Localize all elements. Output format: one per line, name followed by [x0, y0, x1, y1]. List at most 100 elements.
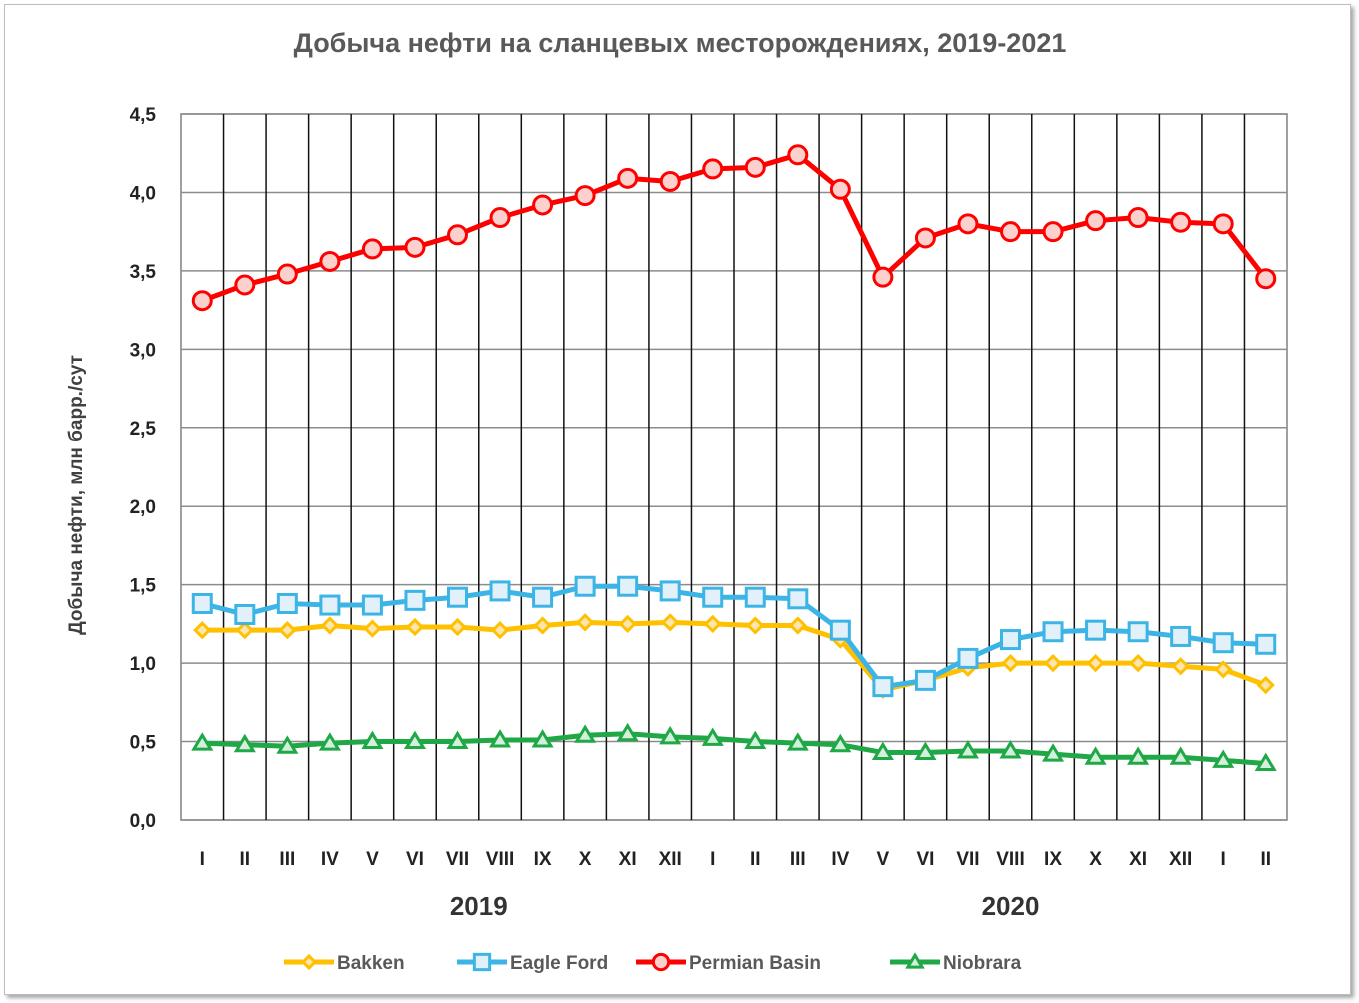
x-tick-label: VII [956, 849, 979, 870]
data-point-permian-basin [787, 144, 809, 166]
data-point-niobrara [1041, 743, 1065, 762]
data-point-permian-basin [957, 213, 979, 235]
data-point-permian-basin [1127, 207, 1149, 229]
data-point-bakken [1171, 657, 1190, 676]
data-point-permian-basin [1212, 213, 1234, 235]
data-point-permian-basin [404, 236, 426, 258]
data-point-bakken [235, 621, 254, 640]
data-point-eagle-ford [532, 586, 554, 608]
legend-item-permian-basin: Permian Basin [636, 952, 821, 974]
data-point-permian-basin [234, 274, 256, 296]
y-tick-label: 1,5 [130, 576, 157, 597]
data-point-bakken [278, 621, 297, 640]
x-tick-label: VIII [486, 849, 515, 870]
data-point-bakken [1256, 675, 1275, 695]
x-axis-ticks: I II III IV V VI VII VIII IX X XI XII I II III IV V VI VII… [200, 849, 1271, 870]
x-tick-label: VIII [996, 849, 1025, 870]
data-point-permian-basin [447, 224, 468, 246]
x-tick-label: XI [1129, 849, 1147, 870]
data-point-eagle-ford [361, 594, 383, 616]
data-point-eagle-ford [1042, 621, 1064, 643]
y-tick-label: 3,5 [130, 262, 157, 283]
data-point-niobrara [914, 741, 937, 761]
data-point-permian-basin [914, 227, 936, 249]
data-point-eagle-ford [1000, 629, 1021, 651]
data-point-eagle-ford [489, 580, 511, 602]
data-point-eagle-ford [1085, 619, 1107, 641]
legend-label: Bakken [337, 953, 405, 974]
data-point-niobrara [1212, 749, 1235, 768]
year-labels: 2019 2020 [450, 891, 1040, 921]
data-point-eagle-ford [702, 586, 724, 608]
data-point-eagle-ford [1127, 621, 1149, 643]
x-tick-label: II [750, 849, 761, 870]
data-point-bakken [533, 616, 552, 635]
year-label: 2019 [450, 891, 508, 921]
x-tick-label: XI [619, 849, 637, 870]
legend-label: Permian Basin [689, 953, 821, 974]
x-tick-label: V [366, 849, 379, 870]
data-point-permian-basin [489, 207, 511, 229]
data-point-eagle-ford [1255, 633, 1277, 655]
x-tick-label: XII [1169, 849, 1192, 870]
x-tick-label: I [1221, 849, 1226, 870]
y-axis-ticks: 0,0 0,5 1,0 1,5 2,0 2,5 3,0 3,5 4,0 4,5 [130, 105, 157, 832]
legend-item-niobrara: Niobrara [890, 952, 1022, 974]
x-tick-label: I [710, 849, 715, 870]
data-point-permian-basin [617, 167, 639, 189]
data-point-eagle-ford [276, 592, 298, 614]
y-tick-label: 2,0 [130, 497, 156, 518]
data-point-eagle-ford [319, 594, 341, 616]
data-point-niobrara [191, 732, 214, 751]
x-tick-label: V [877, 849, 890, 870]
data-point-niobrara [233, 733, 256, 753]
data-point-permian-basin [574, 185, 596, 207]
data-point-bakken [575, 613, 595, 632]
data-point-niobrara [956, 740, 980, 759]
chart-title: Добыча нефти на сланцевых месторождениях… [294, 28, 1067, 58]
data-point-niobrara [659, 725, 682, 745]
data-point-permian-basin [744, 156, 766, 178]
legend-swatch-marker [472, 952, 492, 972]
legend-label: Niobrara [943, 953, 1022, 974]
data-point-bakken [1001, 653, 1020, 673]
data-point-permian-basin [276, 263, 298, 285]
data-point-permian-basin [319, 250, 341, 272]
data-point-niobrara [1254, 752, 1277, 772]
legend: Bakken Eagle Ford Permian Basin Niobrara [284, 952, 1022, 974]
data-point-bakken [490, 621, 510, 640]
data-point-niobrara [318, 732, 341, 751]
data-point-niobrara [361, 730, 384, 750]
data-point-niobrara [446, 730, 469, 750]
data-point-bakken [1043, 653, 1063, 673]
x-tick-label: X [579, 849, 592, 870]
y-tick-label: 0,5 [130, 733, 157, 754]
x-tick-label: VII [446, 849, 469, 870]
data-point-eagle-ford [1212, 632, 1234, 654]
y-tick-label: 3,0 [130, 340, 156, 361]
legend-swatch-marker [905, 952, 925, 969]
y-tick-label: 0,0 [130, 811, 156, 832]
x-tick-label: VI [916, 849, 934, 870]
data-point-eagle-ford [914, 669, 936, 691]
data-point-permian-basin [1170, 211, 1192, 233]
y-tick-label: 4,0 [130, 183, 156, 204]
data-point-permian-basin [532, 194, 554, 216]
data-point-bakken [320, 616, 340, 635]
data-point-eagle-ford [447, 586, 468, 608]
x-tick-label: IV [831, 849, 849, 870]
data-point-eagle-ford [574, 575, 596, 597]
legend-swatch-marker [300, 953, 318, 971]
y-axis-label: Добыча нефти, млн барр./сут [66, 355, 87, 635]
legend-swatch-marker [651, 952, 671, 972]
data-point-bakken [703, 614, 722, 634]
data-point-niobrara [999, 740, 1022, 759]
x-tick-label: IX [534, 849, 552, 870]
series-eagle-ford [191, 575, 1277, 698]
data-point-permian-basin [1042, 221, 1064, 243]
data-point-bakken [618, 614, 637, 634]
data-point-permian-basin [829, 178, 851, 200]
data-point-eagle-ford [1170, 625, 1192, 647]
data-point-eagle-ford [234, 603, 256, 625]
data-point-niobrara [276, 735, 299, 754]
